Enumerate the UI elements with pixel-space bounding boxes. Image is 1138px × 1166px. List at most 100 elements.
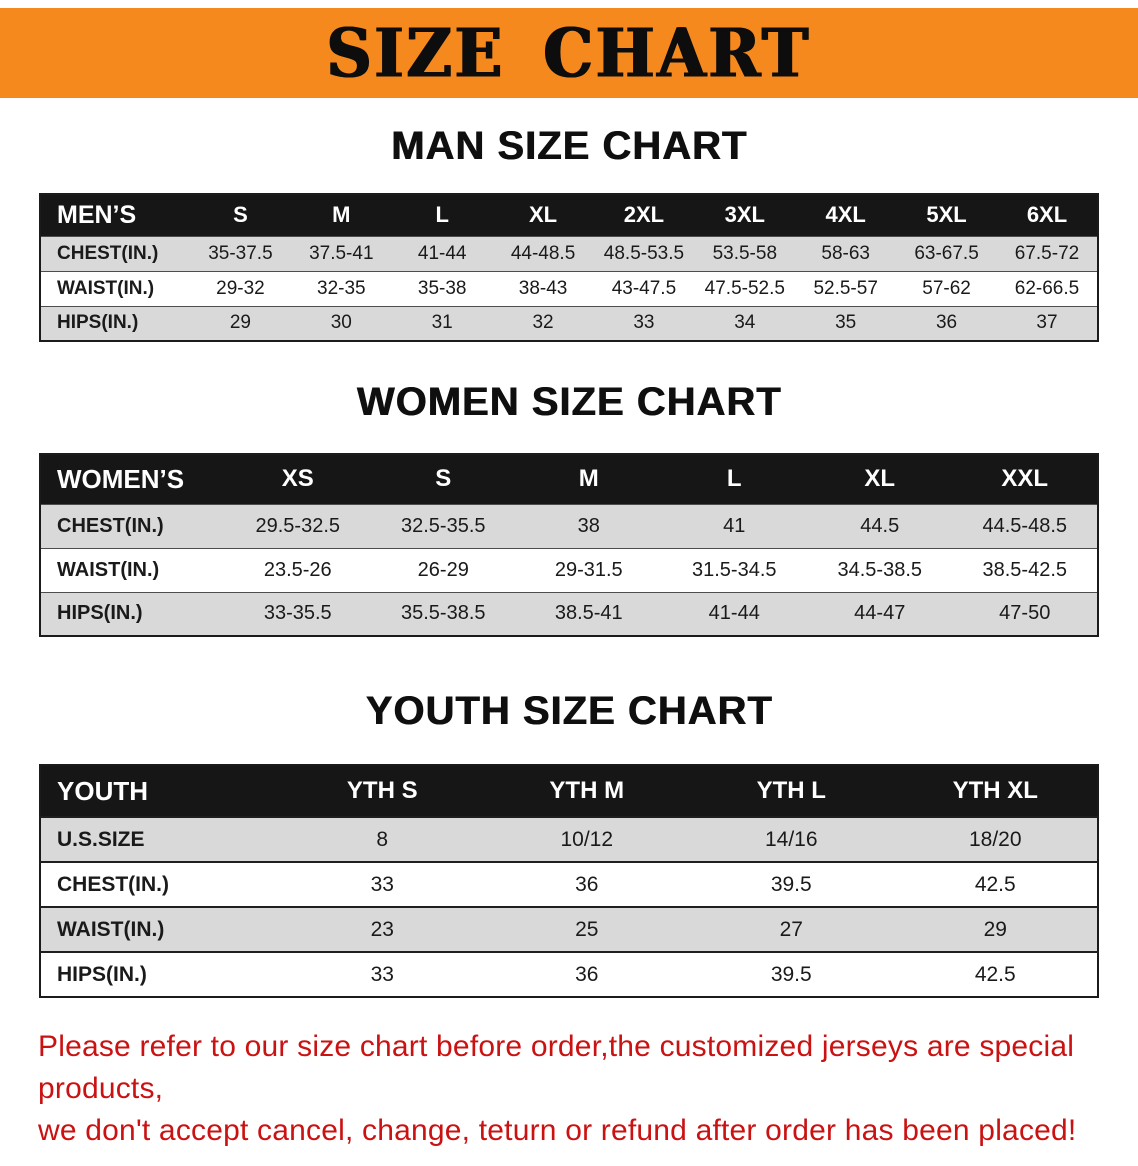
measurement-row: CHEST(IN.) 35-37.5 37.5-41 41-44 44-48.5 48.5…: [40, 235, 1098, 271]
measurement-row: HIPS(IN.) 33-35.5 35.5-38.5 38.5-41 41-44 44-…: [40, 591, 1098, 636]
measurement-row: CHEST(IN.) 33 36 39.5 42.5: [40, 861, 1098, 907]
measurement-cell: 52.5-57: [795, 270, 897, 306]
size-chart-banner: SIZE CHART: [0, 8, 1138, 98]
measurement-cell: 57-62: [896, 270, 997, 306]
measurement-cell: 29-32: [190, 270, 291, 306]
measurement-cell: 36: [484, 951, 689, 997]
measurement-cell: 63-67.5: [896, 235, 997, 271]
measurement-cell: 41-44: [391, 235, 493, 271]
size-column-header: XS: [225, 454, 371, 504]
measurement-cell: 27: [689, 906, 894, 952]
table-title-cell: YOUTH: [40, 765, 280, 817]
measurement-row: HIPS(IN.) 29 30 31 32 33 34 35 36 37: [40, 305, 1098, 341]
measurement-cell: 42.5: [893, 861, 1098, 907]
row-label: CHEST(IN.): [40, 235, 190, 271]
measurement-cell: 35-38: [391, 270, 493, 306]
size-column-header: M: [290, 194, 392, 236]
women-section-heading: WOMEN SIZE CHART: [356, 380, 782, 424]
measurement-cell: 30: [290, 305, 392, 341]
size-column-header: YTH XL: [893, 765, 1098, 817]
disclaimer-line-2: we don't accept cancel, change, teturn o…: [38, 1114, 1077, 1147]
measurement-cell: 35: [795, 305, 897, 341]
measurement-cell: 29-31.5: [516, 547, 662, 592]
measurement-cell: 33: [593, 305, 695, 341]
men-size-section: MAN SIZE CHART MEN’S S M L XL 2XL 3XL 4XL 5XL 6XL…: [0, 124, 1138, 342]
table-header-row: YOUTH YTH S YTH M YTH L YTH XL: [40, 765, 1098, 817]
measurement-cell: 32: [492, 305, 594, 341]
measurement-cell: 29.5-32.5: [225, 503, 371, 548]
row-label: CHEST(IN.): [40, 503, 225, 548]
measurement-cell: 43-47.5: [593, 270, 695, 306]
size-column-header: S: [370, 454, 516, 504]
size-column-header: 2XL: [593, 194, 695, 236]
measurement-row: CHEST(IN.) 29.5-32.5 32.5-35.5 38 41 44.5 44.5…: [40, 503, 1098, 548]
measurement-cell: 25: [484, 906, 689, 952]
row-label: HIPS(IN.): [40, 951, 280, 997]
measurement-cell: 62-66.5: [997, 270, 1098, 306]
measurement-cell: 38.5-42.5: [952, 547, 1098, 592]
size-column-header: L: [391, 194, 493, 236]
size-column-header: 4XL: [795, 194, 897, 236]
men-section-heading: MAN SIZE CHART: [390, 124, 748, 168]
youth-size-section: YOUTH SIZE CHART YOUTH YTH S YTH M YTH L YTH…: [0, 689, 1138, 998]
measurement-cell: 39.5: [689, 861, 894, 907]
size-column-header: YTH M: [484, 765, 689, 817]
row-label: U.S.SIZE: [40, 816, 280, 862]
measurement-cell: 33: [280, 951, 485, 997]
measurement-cell: 47.5-52.5: [694, 270, 796, 306]
size-column-header: 6XL: [997, 194, 1098, 236]
youth-section-heading: YOUTH SIZE CHART: [365, 689, 773, 733]
measurement-cell: 39.5: [689, 951, 894, 997]
measurement-cell: 34: [694, 305, 796, 341]
measurement-cell: 18/20: [893, 816, 1098, 862]
size-column-header: S: [190, 194, 291, 236]
women-size-section: WOMEN SIZE CHART WOMEN’S XS S M L XL XXL CHEST(…: [0, 380, 1138, 637]
measurement-cell: 53.5-58: [694, 235, 796, 271]
measurement-cell: 32.5-35.5: [370, 503, 516, 548]
measurement-cell: 34.5-38.5: [807, 547, 953, 592]
measurement-cell: 44-47: [807, 591, 953, 636]
table-header-row: MEN’S S M L XL 2XL 3XL 4XL 5XL 6XL: [40, 194, 1098, 236]
table-header-row: WOMEN’S XS S M L XL XXL: [40, 454, 1098, 504]
row-label: CHEST(IN.): [40, 861, 280, 907]
measurement-cell: 47-50: [952, 591, 1098, 636]
size-column-header: XL: [807, 454, 953, 504]
size-column-header: 5XL: [896, 194, 997, 236]
size-column-header: XL: [492, 194, 594, 236]
table-title-cell: MEN’S: [40, 194, 190, 236]
row-label: WAIST(IN.): [40, 270, 190, 306]
measurement-cell: 67.5-72: [997, 235, 1098, 271]
youth-size-table: YOUTH YTH S YTH M YTH L YTH XL U.S.SIZE 8 10/12…: [39, 764, 1099, 998]
measurement-row: HIPS(IN.) 33 36 39.5 42.5: [40, 951, 1098, 997]
measurement-cell: 36: [484, 861, 689, 907]
measurement-cell: 26-29: [370, 547, 516, 592]
measurement-cell: 23: [280, 906, 485, 952]
measurement-cell: 42.5: [893, 951, 1098, 997]
measurement-cell: 44.5-48.5: [952, 503, 1098, 548]
measurement-cell: 10/12: [484, 816, 689, 862]
measurement-cell: 29: [893, 906, 1098, 952]
measurement-cell: 48.5-53.5: [593, 235, 695, 271]
measurement-cell: 38.5-41: [516, 591, 662, 636]
size-column-header: L: [661, 454, 807, 504]
women-size-table: WOMEN’S XS S M L XL XXL CHEST(IN.) 29.5-32.5 32.5…: [39, 453, 1099, 637]
size-column-header: YTH S: [280, 765, 485, 817]
measurement-cell: 41: [661, 503, 807, 548]
measurement-cell: 29: [190, 305, 291, 341]
measurement-cell: 33-35.5: [225, 591, 371, 636]
measurement-cell: 58-63: [795, 235, 897, 271]
measurement-cell: 37.5-41: [290, 235, 392, 271]
measurement-cell: 41-44: [661, 591, 807, 636]
measurement-cell: 33: [280, 861, 485, 907]
measurement-row: U.S.SIZE 8 10/12 14/16 18/20: [40, 816, 1098, 862]
row-label: WAIST(IN.): [40, 906, 280, 952]
size-column-header: XXL: [952, 454, 1098, 504]
measurement-cell: 44.5: [807, 503, 953, 548]
disclaimer-line-1: Please refer to our size chart before or…: [38, 1030, 1075, 1105]
banner-title: SIZE CHART: [326, 13, 812, 93]
measurement-cell: 32-35: [290, 270, 392, 306]
men-size-table: MEN’S S M L XL 2XL 3XL 4XL 5XL 6XL CHEST(IN.) 35-37…: [39, 193, 1099, 342]
measurement-cell: 35.5-38.5: [370, 591, 516, 636]
measurement-cell: 23.5-26: [225, 547, 371, 592]
measurement-row: WAIST(IN.) 29-32 32-35 35-38 38-43 43-47.5 47.…: [40, 270, 1098, 306]
